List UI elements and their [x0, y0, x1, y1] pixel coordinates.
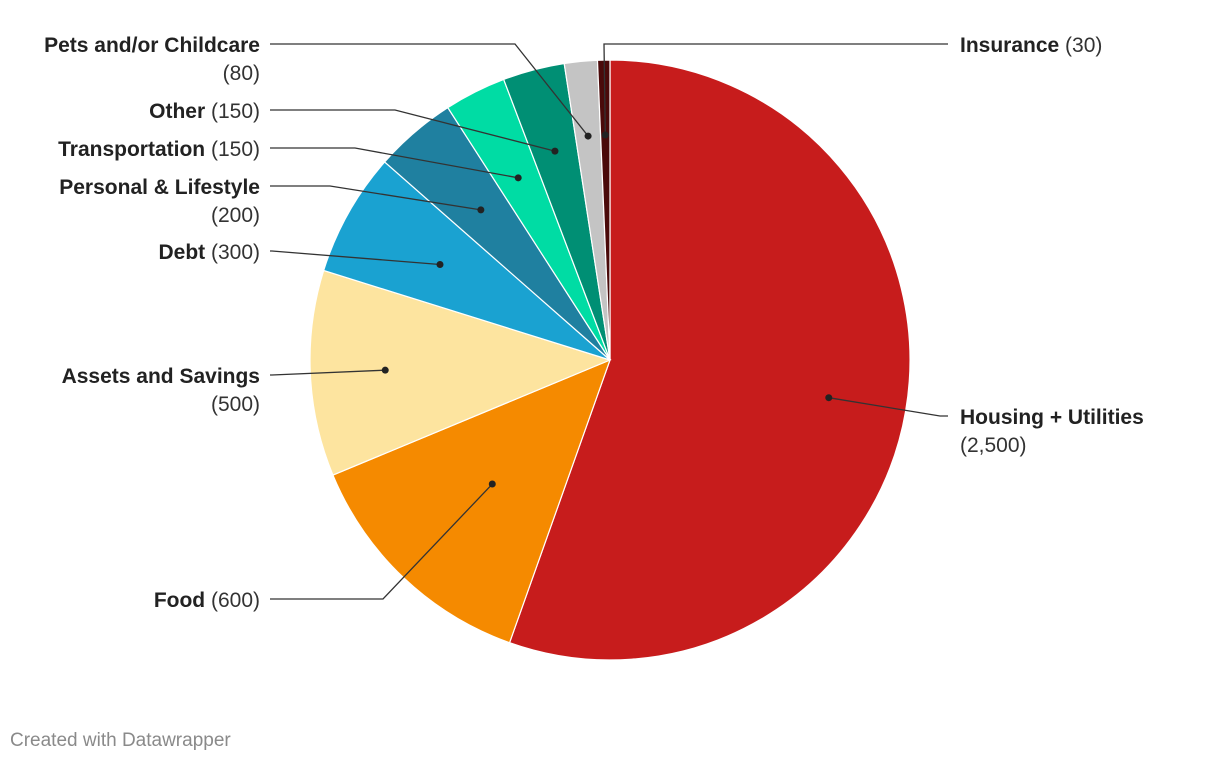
leader-dot-pets-and-or-childcare [584, 132, 592, 140]
leader-line-personal-lifestyle [270, 185, 481, 211]
leader-line-pets-and-or-childcare [270, 43, 589, 137]
leader-dot-housing-utilities [825, 394, 833, 402]
slice-label-transportation: Transportation (150) [58, 138, 260, 161]
leader-line-housing-utilities [828, 397, 948, 417]
slice-labels: Housing + Utilities (2,500) Food (600) Asse… [44, 34, 1144, 612]
leader-dot-personal-lifestyle [477, 206, 485, 214]
leader-line-insurance [603, 43, 948, 136]
slice-label-other: Other (150) [149, 100, 260, 123]
datawrapper-credit: Created with Datawrapper [10, 730, 231, 751]
slice-label-food: Food (600) [154, 589, 260, 612]
leader-dot-other [551, 147, 559, 155]
slice-label-insurance: Insurance (30) [960, 34, 1102, 57]
slice-label-pets-and-or-childcare: Pets and/or Childcare [44, 34, 260, 57]
slice-value-personal-lifestyle: (200) [211, 204, 260, 227]
leader-line-other [270, 109, 556, 152]
leader-dot-assets-and-savings [381, 366, 389, 374]
slice-value-assets-and-savings: (500) [211, 393, 260, 416]
slice-label-debt: Debt (300) [158, 241, 260, 264]
leader-line-debt [270, 250, 441, 266]
slice-value-pets-and-or-childcare: (80) [223, 62, 260, 85]
pie-slice-debt [322, 161, 611, 361]
leader-line-food [270, 483, 493, 600]
leader-line-assets-and-savings [270, 369, 386, 376]
label-leader-lines [270, 43, 948, 600]
slice-value-housing-utilities: (2,500) [960, 434, 1027, 457]
slice-label-personal-lifestyle: Personal & Lifestyle [59, 176, 260, 199]
leader-dot-insurance [601, 131, 609, 139]
leader-dot-food [488, 480, 496, 488]
slice-label-assets-and-savings: Assets and Savings [62, 365, 260, 388]
pie-slices [309, 59, 911, 661]
leader-line-transportation [270, 147, 519, 179]
leader-dot-debt [436, 260, 444, 268]
slice-label-housing-utilities: Housing + Utilities [960, 406, 1144, 429]
leader-dot-transportation [514, 174, 522, 182]
